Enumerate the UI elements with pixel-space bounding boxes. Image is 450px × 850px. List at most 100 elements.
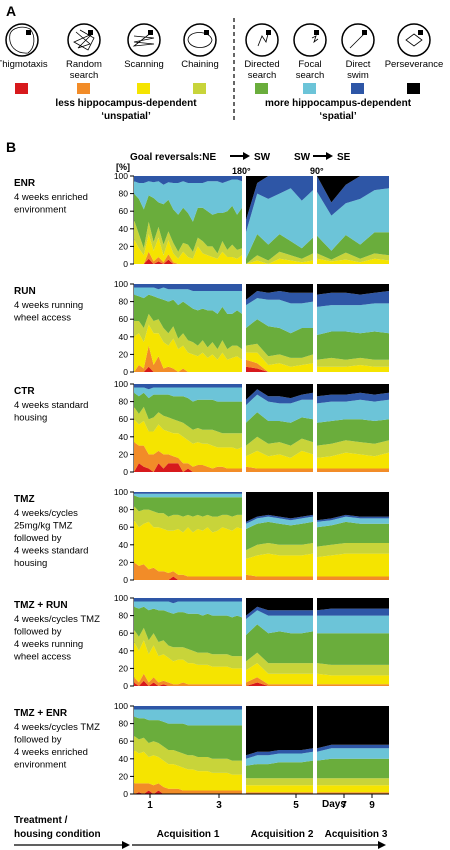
scanning-area: [317, 673, 389, 685]
y-tick-label: 60: [119, 736, 129, 746]
arrow-head-left: [122, 841, 130, 849]
chaining-area: [134, 406, 242, 450]
legend-swatch: [15, 83, 28, 94]
legend-swatch: [351, 83, 364, 94]
y-tick-label: 0: [123, 789, 128, 799]
random-search-area: [317, 576, 389, 580]
group-description: 4 weeks enriched: [14, 192, 88, 203]
strategy-label: Directed: [244, 59, 279, 70]
perseverance-area: [317, 284, 389, 295]
goal-reversals-label: Goal reversals:NE: [130, 152, 216, 163]
thigmotaxis-area: [134, 463, 242, 472]
strategy-label: Focal: [298, 59, 321, 70]
y-tick-label: 100: [114, 593, 128, 603]
group-description: followed by: [14, 627, 62, 638]
group-description: 4 weeks standard: [14, 400, 88, 411]
legend-swatch: [137, 83, 150, 94]
chaining-area: [246, 543, 313, 559]
group-description: environment: [14, 760, 67, 771]
scanning-area: [134, 520, 242, 577]
random-search-area: [134, 562, 242, 580]
perseverance-area: [317, 706, 389, 749]
y-tick-label: 100: [114, 171, 128, 181]
swim-path-icon: [73, 29, 95, 51]
group-description: 4 weeks/cycles: [14, 508, 78, 519]
deg-90-label: 90°: [310, 166, 324, 176]
scanning-area: [134, 324, 242, 372]
strategy-label: swim: [347, 70, 369, 81]
chaining-area: [246, 251, 313, 264]
thigmotaxis-area: [134, 790, 242, 794]
swim-path-icon: [187, 32, 213, 48]
group-title: RUN: [14, 286, 36, 297]
y-tick-label: 100: [114, 379, 128, 389]
group-title: CTR: [14, 386, 35, 397]
direct-swim-area: [246, 176, 313, 233]
pool-circle-icon: [245, 23, 279, 57]
pool-circle-icon: [397, 23, 431, 57]
x-tick-label: 7: [341, 800, 347, 811]
perseverance-area: [317, 384, 389, 397]
focal-search-area: [246, 394, 313, 423]
panel-a-label: A: [6, 3, 16, 19]
y-tick-label: 40: [119, 540, 129, 550]
y-tick-label: 20: [119, 663, 129, 673]
random-search-area: [246, 466, 313, 472]
strategy-label: Direct: [346, 59, 371, 70]
arrow-head-right: [378, 841, 386, 849]
random-search-area: [134, 442, 242, 472]
focal-search-area: [317, 516, 389, 528]
pool-circle-icon: [67, 23, 101, 57]
scanning-area: [317, 785, 389, 793]
y-tick-label: 80: [119, 189, 129, 199]
direct-swim-area: [317, 744, 389, 752]
directed-search-area: [317, 419, 389, 446]
strategy-label: Chaining: [181, 59, 219, 70]
directed-search-area: [246, 624, 313, 664]
platform-icon: [204, 30, 209, 35]
scanning-area: [134, 640, 242, 685]
directed-search-area: [317, 521, 389, 547]
focal-search-area: [317, 748, 389, 761]
group-title: TMZ + ENR: [14, 708, 68, 719]
y-tick-label: 60: [119, 206, 129, 216]
focal-search-area: [134, 709, 242, 726]
x-tick-label: 1: [147, 800, 153, 811]
panel-tmz-run: TMZ + RUN 4 weeks/cycles TMZ followed by4 …: [13, 593, 389, 691]
group-description: wheel access: [13, 313, 71, 324]
group-description: housing: [14, 413, 47, 424]
pool-circle-icon: [183, 23, 217, 57]
directed-search-area: [246, 760, 313, 779]
scanning-area: [246, 785, 313, 793]
scanning-area: [317, 452, 389, 469]
group-description: 4 weeks running: [14, 639, 83, 650]
y-tick-label: 60: [119, 522, 129, 532]
y-tick-label: 60: [119, 628, 129, 638]
random-search-area: [134, 345, 242, 372]
strategy-label: Random: [66, 59, 102, 70]
acquisition-3-label: Acquisition 3: [325, 829, 388, 840]
scanning-area: [246, 450, 313, 469]
random-search-area: [246, 677, 313, 686]
directed-search-area: [134, 716, 242, 761]
chaining-area: [134, 627, 242, 669]
y-tick-label: 80: [119, 397, 129, 407]
group-description: 4 weeks/cycles TMZ: [14, 614, 100, 625]
thigmotaxis-area: [134, 258, 242, 264]
direct-swim-area: [317, 608, 389, 616]
direct-swim-area: [134, 176, 242, 185]
scanning-area: [246, 352, 313, 372]
perseverance-area: [317, 598, 389, 611]
y-tick-label: 100: [114, 701, 128, 711]
strategy-label: search: [296, 70, 325, 81]
y-tick-label: 20: [119, 241, 129, 251]
pool-circle-icon: [293, 23, 327, 57]
chaining-area: [317, 357, 389, 367]
direct-swim-area: [134, 706, 242, 710]
focal-search-area: [246, 298, 313, 334]
swim-path-icon: [132, 31, 155, 47]
direct-swim-area: [246, 748, 313, 759]
random-search-area: [317, 468, 389, 472]
se-label: SE: [337, 152, 351, 163]
